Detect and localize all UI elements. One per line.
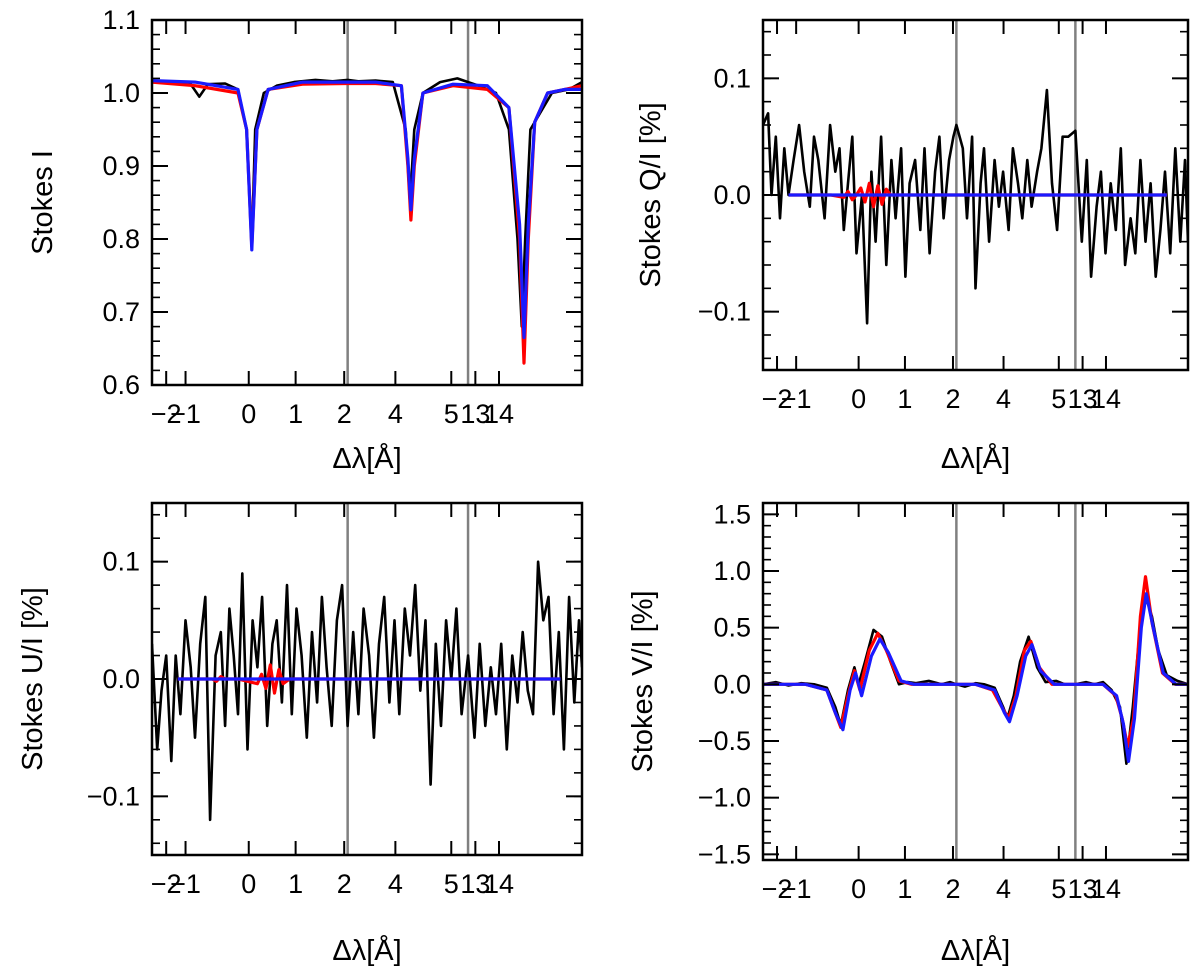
x-tick-label: 0 [241,399,256,429]
x-tick-label: −2 [151,399,182,429]
x-tick-label: 2 [337,869,352,899]
series-fit-blue-line [763,592,1188,764]
y-tick-label: 0.6 [102,370,140,400]
y-axis-title: Stokes V/I [%] [627,590,659,772]
y-axis-title: Stokes I [27,150,59,255]
x-tick-label: 1 [897,874,912,904]
y-tick-label: 1.0 [102,78,140,108]
y-tick-label: 1.5 [713,499,751,529]
y-tick-label: 0.0 [713,180,751,210]
series-observed-line [763,88,1188,325]
y-tick-label: −0.5 [698,726,751,756]
y-tick-label: 0.7 [102,297,140,327]
y-tick-label: 0.9 [102,151,140,181]
y-tick-label: 0.8 [102,224,140,254]
x-tick-label: 0 [851,874,866,904]
x-tick-label: 4 [996,874,1011,904]
y-tick-label: 0.0 [102,664,140,694]
x-axis-title: Δλ[Å] [941,934,1010,967]
x-tick-label: 2 [945,874,960,904]
y-axis-title: Stokes U/I [%] [17,587,49,771]
x-tick-label: 4 [388,869,403,899]
plot-frame [761,501,1190,862]
plot-frame [150,18,584,387]
x-tick-label: −2 [762,384,793,414]
y-tick-label: 0.1 [713,63,751,93]
y-tick-label: −0.1 [698,297,751,327]
x-tick-label: 5 [444,399,459,429]
x-tick-label: −1 [781,384,812,414]
x-tick-label: 5 [1051,384,1066,414]
series-observed-line [152,560,582,822]
x-tick-label: −1 [170,869,201,899]
x-tick-label: 2 [945,384,960,414]
x-axis-title: Δλ[Å] [941,442,1010,475]
y-tick-label: −1.0 [698,783,751,813]
x-tick-label: 14 [1091,874,1121,904]
y-tick-label: −1.5 [698,839,751,869]
x-tick-label: 13 [460,869,490,899]
y-tick-label: −0.1 [87,781,140,811]
x-tick-label: 13 [1068,384,1098,414]
x-tick-label: 0 [851,384,866,414]
x-tick-label: 14 [484,399,514,429]
x-tick-label: −2 [762,874,793,904]
x-tick-label: 1 [288,399,303,429]
y-tick-label: 0.0 [713,669,751,699]
y-axis-title: Stokes Q/I [%] [635,102,667,287]
y-tick-label: 0.5 [713,613,751,643]
y-tick-label: 0.1 [102,547,140,577]
x-tick-label: 13 [460,399,490,429]
x-tick-label: 0 [241,869,256,899]
x-axis-title: Δλ[Å] [332,442,401,475]
x-tick-label: 2 [337,399,352,429]
series-fit-red-line [152,80,582,365]
x-tick-label: 14 [484,869,514,899]
x-tick-label: 1 [897,384,912,414]
x-tick-label: −1 [781,874,812,904]
x-tick-label: 4 [388,399,403,429]
x-tick-label: 5 [1051,874,1066,904]
x-tick-label: 13 [1068,874,1098,904]
x-tick-label: 1 [288,869,303,899]
x-tick-label: −2 [151,869,182,899]
y-tick-label: 1.1 [102,5,140,35]
series-fit-blue-line [152,79,582,340]
x-axis-title: Δλ[Å] [332,934,401,967]
x-tick-label: 4 [996,384,1011,414]
x-tick-label: 5 [444,869,459,899]
y-tick-label: 1.0 [713,556,751,586]
x-tick-label: 14 [1091,384,1121,414]
x-tick-label: −1 [170,399,201,429]
